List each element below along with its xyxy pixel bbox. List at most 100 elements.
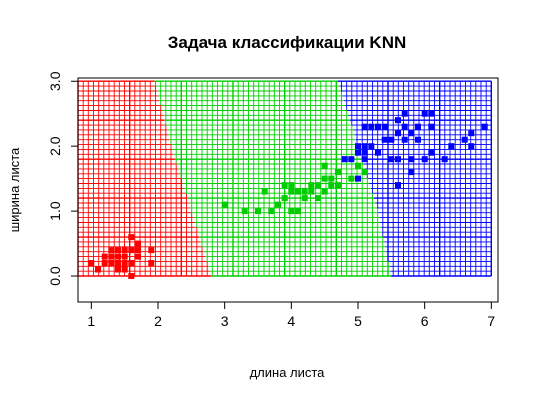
- data-point-class3: [468, 130, 475, 137]
- data-point-class2: [315, 182, 321, 189]
- data-point-class3: [355, 149, 361, 156]
- y-tick-label: 2.0: [47, 136, 63, 156]
- data-point-class3: [361, 123, 368, 130]
- data-point-class3: [375, 149, 381, 156]
- x-tick-label: 4: [287, 313, 295, 329]
- data-point-class2: [255, 208, 261, 215]
- x-axis: 1 2 3 4 5 6 7: [87, 301, 495, 329]
- x-tick-label: 2: [154, 313, 162, 329]
- data-point-class1: [148, 247, 155, 254]
- data-point-class3: [428, 110, 435, 117]
- data-point-class3: [395, 156, 401, 163]
- data-point-class2: [361, 169, 368, 176]
- data-point-class1: [128, 260, 135, 266]
- data-point-class3: [348, 156, 355, 163]
- data-point-class1: [135, 247, 141, 254]
- data-point-class1: [128, 273, 135, 279]
- data-point-class1: [115, 253, 121, 260]
- data-point-class2: [348, 175, 355, 182]
- data-point-class1: [95, 266, 101, 273]
- data-point-class2: [288, 182, 295, 189]
- data-point-class1: [121, 260, 128, 266]
- data-point-class1: [108, 253, 115, 260]
- x-tick-label: 3: [221, 313, 229, 329]
- data-point-class3: [388, 136, 395, 143]
- data-point-class3: [401, 123, 408, 130]
- data-point-class3: [408, 156, 415, 163]
- data-point-class1: [121, 253, 128, 260]
- data-point-class2: [268, 208, 275, 215]
- x-tick-label: 7: [487, 313, 495, 329]
- data-point-class3: [448, 143, 455, 150]
- data-point-class1: [121, 247, 128, 254]
- data-point-class3: [441, 156, 448, 163]
- data-point-class3: [368, 123, 375, 130]
- data-point-class3: [428, 123, 435, 130]
- data-point-class3: [395, 130, 401, 137]
- x-axis-label: длина листа: [250, 365, 326, 380]
- x-tick-label: 6: [421, 313, 429, 329]
- data-point-class2: [281, 195, 288, 202]
- plot-frame: [77, 77, 499, 303]
- data-point-class3: [408, 169, 415, 176]
- data-point-class3: [401, 110, 408, 117]
- data-point-class3: [361, 156, 368, 163]
- decision-region-grid: [77, 80, 492, 277]
- data-point-class3: [428, 149, 435, 156]
- data-point-class1: [148, 260, 155, 266]
- data-point-class3: [408, 130, 415, 137]
- data-point-class3: [468, 143, 475, 150]
- data-point-class1: [115, 260, 121, 266]
- data-point-class1: [101, 260, 108, 266]
- data-point-class2: [321, 162, 328, 169]
- data-point-class1: [108, 260, 115, 266]
- x-tick-label: 1: [87, 313, 95, 329]
- data-point-class2: [301, 188, 308, 195]
- data-point-class2: [261, 188, 268, 195]
- y-tick-label: 0.0: [47, 266, 63, 286]
- data-point-class2: [308, 182, 315, 189]
- data-point-class1: [101, 253, 108, 260]
- data-point-class2: [295, 188, 301, 195]
- data-point-class3: [421, 156, 428, 163]
- data-point-class1: [121, 266, 128, 273]
- data-point-class1: [115, 247, 121, 254]
- data-point-class3: [415, 123, 421, 130]
- data-point-class2: [335, 182, 341, 189]
- data-point-class3: [361, 149, 368, 156]
- data-point-class2: [321, 188, 328, 195]
- data-point-class2: [315, 195, 321, 202]
- data-point-class3: [375, 123, 381, 130]
- data-point-class3: [355, 175, 361, 182]
- x-tick-label: 5: [354, 313, 362, 329]
- data-point-class2: [295, 208, 301, 215]
- data-point-class2: [328, 175, 335, 182]
- y-tick-label: 3.0: [47, 71, 63, 91]
- y-tick-label: 1.0: [47, 201, 63, 221]
- data-point-class3: [381, 136, 388, 143]
- data-point-class2: [308, 188, 315, 195]
- data-point-class3: [395, 182, 401, 189]
- data-point-class2: [301, 195, 308, 202]
- data-point-class1: [115, 266, 121, 273]
- data-point-class2: [335, 169, 341, 176]
- data-point-class2: [221, 201, 228, 208]
- data-point-class3: [388, 156, 395, 163]
- data-point-class2: [288, 188, 295, 195]
- data-point-class2: [281, 182, 288, 189]
- scatter-points: [88, 110, 488, 279]
- data-point-class3: [368, 143, 375, 150]
- data-point-class2: [288, 208, 295, 215]
- data-point-class3: [461, 136, 468, 143]
- data-point-class3: [481, 123, 488, 130]
- data-point-class2: [321, 175, 328, 182]
- data-point-class2: [241, 208, 248, 215]
- data-point-class1: [88, 260, 95, 266]
- data-point-class1: [135, 253, 141, 260]
- data-point-class3: [415, 136, 421, 143]
- y-axis: 0.0 1.0 2.0 3.0: [47, 71, 79, 286]
- data-point-class3: [361, 143, 368, 150]
- chart-title: Задача классификации KNN: [168, 33, 407, 52]
